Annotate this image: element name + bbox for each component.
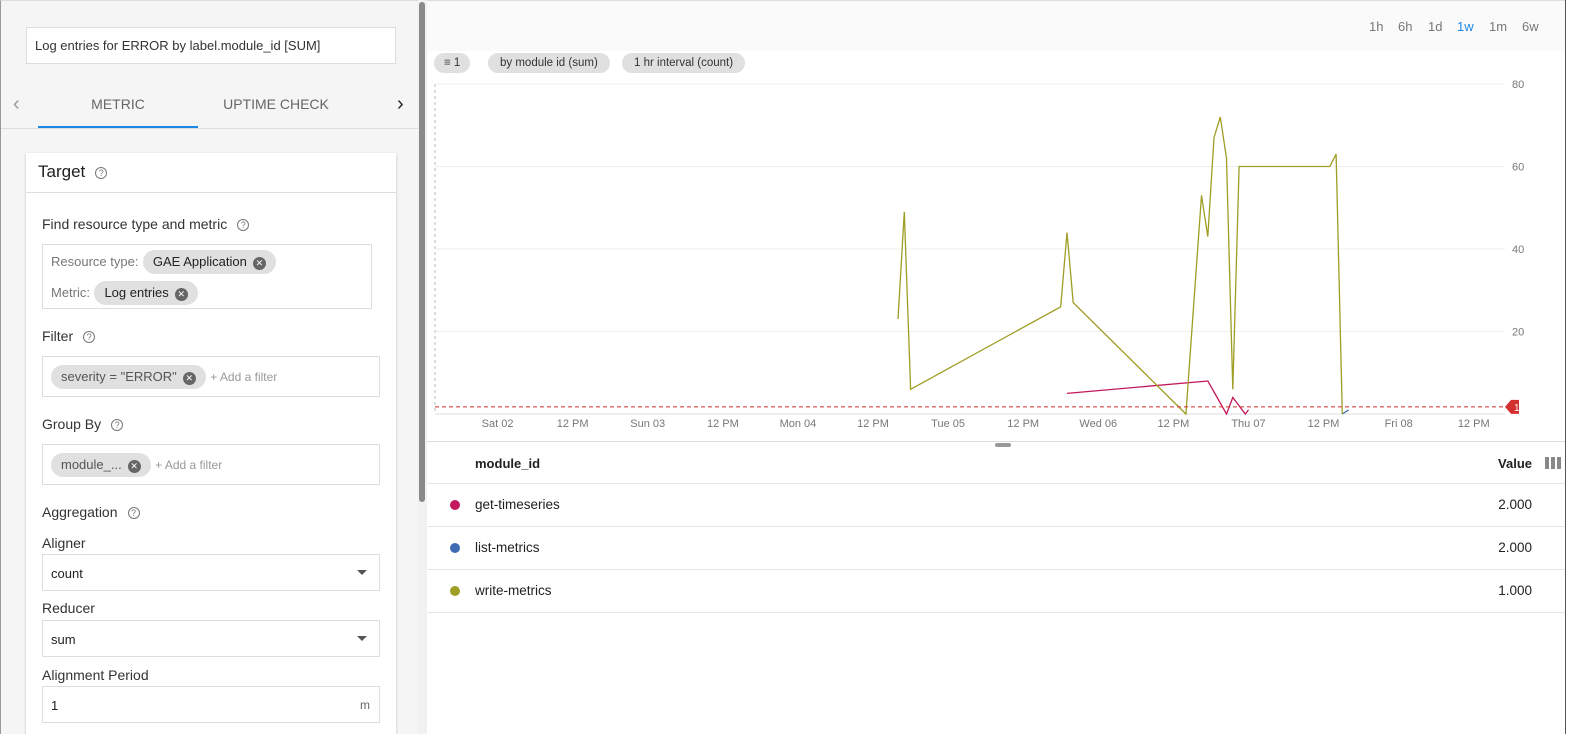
range-1m[interactable]: 1m <box>1489 19 1508 34</box>
table-row[interactable]: write-metrics 1.000 <box>427 569 1565 612</box>
resize-handle[interactable] <box>995 443 1011 447</box>
metric-chip[interactable]: Log entries ✕ <box>94 281 198 305</box>
time-range-bar: 1h 6h 1d 1w 1m 6w <box>427 1 1565 51</box>
chart-title-input[interactable]: Log entries for ERROR by label.module_id… <box>26 27 396 64</box>
resource-type-chip[interactable]: GAE Application ✕ <box>142 250 276 274</box>
y-tick-label: 40 <box>1512 244 1524 256</box>
range-1w[interactable]: 1w <box>1457 19 1474 34</box>
x-tick-label: Tue 05 <box>931 418 965 430</box>
help-icon[interactable]: ? <box>83 331 96 344</box>
find-label: Find resource type and metric <box>42 216 228 232</box>
target-heading: Target <box>38 162 86 181</box>
x-tick-label: 12 PM <box>1007 418 1039 430</box>
col-value[interactable]: Value <box>1498 456 1532 471</box>
aligner-label: Aligner <box>42 535 86 551</box>
tab-uptime-check[interactable]: UPTIME CHECK <box>223 96 329 112</box>
y-tick-label: 80 <box>1512 79 1524 91</box>
row-value: 2.000 <box>1498 497 1532 512</box>
group-by-chip[interactable]: module_... ✕ <box>51 453 151 477</box>
interval-pill[interactable]: 1 hr interval (count) <box>622 53 746 73</box>
row-value: 1.000 <box>1498 583 1532 598</box>
help-icon[interactable]: ? <box>127 507 140 520</box>
table-row[interactable]: list-metrics 2.000 <box>427 526 1565 569</box>
left-scrollbar[interactable] <box>418 0 427 734</box>
row-value: 2.000 <box>1498 540 1532 555</box>
col-module-id[interactable]: module_id <box>475 456 541 471</box>
remove-icon[interactable]: ✕ <box>252 257 266 270</box>
target-card: Target? Find resource type and metric? R… <box>26 153 396 734</box>
x-tick-label: 12 PM <box>707 418 739 430</box>
x-tick-label: 12 PM <box>557 418 589 430</box>
row-module-id: list-metrics <box>475 540 540 555</box>
series-color-dot <box>450 543 460 553</box>
help-icon[interactable]: ? <box>237 219 250 232</box>
x-tick-label: Wed 06 <box>1079 418 1117 430</box>
x-tick-label: Thu 07 <box>1231 418 1265 430</box>
filter-icon: ≡ <box>444 57 451 69</box>
x-tick-label: 12 PM <box>1157 418 1189 430</box>
period-unit: m <box>360 698 370 712</box>
y-tick-label: 20 <box>1512 327 1524 339</box>
remove-icon[interactable]: ✕ <box>182 372 196 385</box>
aggregation-label: Aggregation <box>42 504 118 520</box>
series-line-get-timeseries <box>1066 380 1250 416</box>
tab-bar: ‹ METRIC UPTIME CHECK › <box>1 81 418 129</box>
x-tick-label: Mon 04 <box>780 418 817 430</box>
filter-chip[interactable]: severity = "ERROR" ✕ <box>51 365 206 389</box>
dropdown-caret-icon <box>357 570 367 575</box>
range-6w[interactable]: 6w <box>1522 19 1539 34</box>
help-icon[interactable]: ? <box>111 419 124 432</box>
add-filter-placeholder[interactable]: + Add a filter <box>210 370 278 384</box>
series-line-write-metrics <box>897 116 1343 416</box>
row-module-id: get-timeseries <box>475 497 560 512</box>
scrollbar-thumb[interactable] <box>419 2 425 502</box>
chart-panel: 1h 6h 1d 1w 1m 6w ≡ 1 by module id (sum)… <box>427 0 1565 734</box>
x-tick-label: 12 PM <box>1308 418 1340 430</box>
resource-metric-box[interactable]: Resource type: GAE Application ✕ Metric: … <box>42 244 372 309</box>
table-row[interactable]: get-timeseries 2.000 <box>427 483 1565 526</box>
x-tick-label: 12 PM <box>857 418 889 430</box>
remove-icon[interactable]: ✕ <box>127 460 141 473</box>
tab-metric[interactable]: METRIC <box>38 81 198 128</box>
chevron-left-icon[interactable]: ‹ <box>13 93 20 115</box>
chevron-right-icon[interactable]: › <box>397 93 404 115</box>
filter-label: Filter <box>42 328 74 344</box>
series-color-dot <box>450 500 460 510</box>
range-1h[interactable]: 1h <box>1369 19 1384 34</box>
resource-type-label: Resource type: <box>51 254 139 269</box>
range-1d[interactable]: 1d <box>1428 19 1443 34</box>
config-panel: Log entries for ERROR by label.module_id… <box>0 0 418 734</box>
group-pill[interactable]: by module id (sum) <box>488 53 610 73</box>
remove-icon[interactable]: ✕ <box>174 288 188 301</box>
series-color-dot <box>450 586 460 596</box>
x-tick-label: Fri 08 <box>1385 418 1413 430</box>
y-tick-label: 60 <box>1512 162 1524 174</box>
period-label: Alignment Period <box>42 667 149 683</box>
help-icon[interactable]: ? <box>95 166 108 179</box>
threshold-marker <box>1505 399 1519 414</box>
filter-pill[interactable]: ≡ 1 <box>434 53 471 73</box>
x-tick-label: 12 PM <box>1458 418 1490 430</box>
group-by-input[interactable]: module_... ✕ + Add a filter <box>42 444 380 485</box>
dropdown-caret-icon <box>357 636 367 641</box>
reducer-label: Reducer <box>42 600 95 616</box>
range-6h[interactable]: 6h <box>1398 19 1413 34</box>
metric-label: Metric: <box>51 285 90 300</box>
group-by-label: Group By <box>42 416 102 432</box>
columns-icon[interactable] <box>1545 457 1561 469</box>
aligner-select[interactable]: count <box>42 554 380 591</box>
row-module-id: write-metrics <box>475 583 552 598</box>
x-tick-label: Sat 02 <box>482 418 514 430</box>
x-tick-label: Sun 03 <box>630 418 665 430</box>
series-line-list-metrics <box>1341 409 1349 415</box>
reducer-select[interactable]: sum <box>42 620 380 657</box>
threshold-label: 1 <box>1514 403 1520 414</box>
line-chart: 20 40 60 80 Sat 02 12 PM Sun 03 12 PM Mon 04 12 P… <box>434 79 1524 430</box>
filter-input[interactable]: severity = "ERROR" ✕ + Add a filter <box>42 356 380 397</box>
add-group-placeholder[interactable]: + Add a filter <box>155 458 223 472</box>
